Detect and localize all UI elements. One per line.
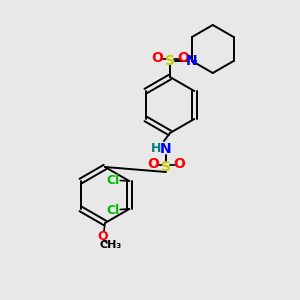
Text: O: O bbox=[173, 157, 185, 171]
Text: O: O bbox=[151, 51, 163, 65]
Text: H: H bbox=[151, 142, 161, 155]
Text: N: N bbox=[186, 54, 198, 68]
Text: O: O bbox=[98, 230, 108, 242]
Text: CH₃: CH₃ bbox=[100, 240, 122, 250]
Text: Cl: Cl bbox=[106, 173, 120, 187]
Text: S: S bbox=[161, 160, 171, 174]
Text: Cl: Cl bbox=[106, 203, 120, 217]
Text: S: S bbox=[165, 54, 175, 68]
Text: O: O bbox=[147, 157, 159, 171]
Text: O: O bbox=[177, 51, 189, 65]
Text: N: N bbox=[160, 142, 172, 156]
